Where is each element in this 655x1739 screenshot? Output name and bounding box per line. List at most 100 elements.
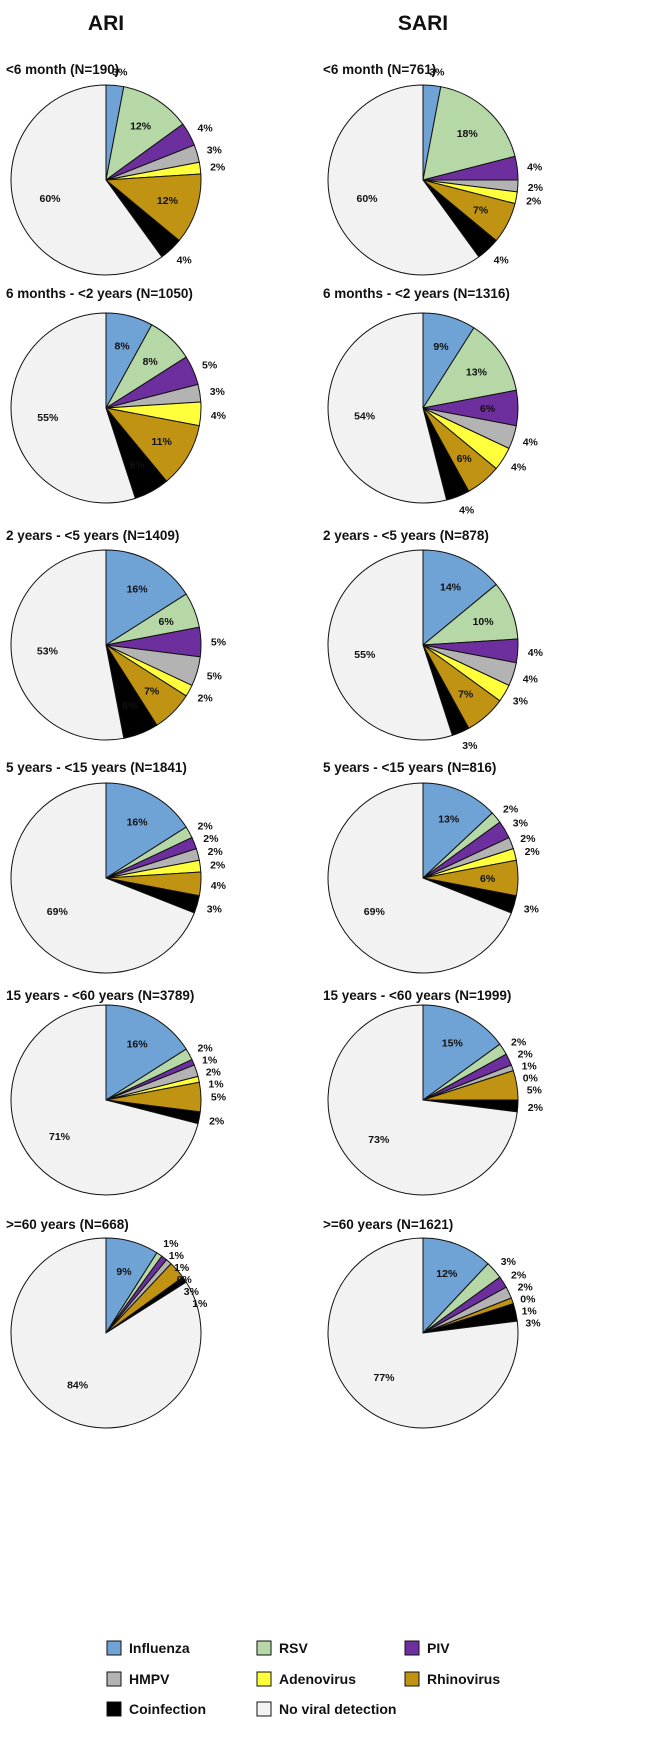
pct-label-influenza: 13% <box>438 814 460 826</box>
pct-label-adenovirus: 0% <box>523 1073 539 1085</box>
pct-label-piv: 6% <box>480 403 496 415</box>
chart-title: 2 years - <5 years (N=878) <box>323 528 489 543</box>
pct-label-no-viral-detection: 73% <box>368 1134 390 1146</box>
legend-swatch <box>106 1701 122 1717</box>
legend-swatch <box>404 1671 420 1687</box>
pie-slice-influenza <box>422 782 493 880</box>
pct-label-piv: 4% <box>527 161 543 173</box>
pct-label-rsv: 13% <box>466 367 488 379</box>
pie-sari-1: 6 months - <2 years (N=1316) 9% 13% 6% 4% 4% 6… <box>323 286 539 516</box>
pct-label-coinfection: 6% <box>130 460 146 472</box>
pie-slice-no-viral-detection <box>327 1004 518 1196</box>
pie-slice-influenza <box>422 549 497 647</box>
chart-title: >=60 years (N=1621) <box>323 1217 453 1232</box>
chart-title: 5 years - <15 years (N=1841) <box>6 760 187 775</box>
pct-label-hmpv: 2% <box>518 1282 534 1294</box>
pct-label-coinfection: 3% <box>207 903 223 915</box>
pct-label-rsv: 2% <box>198 1043 214 1055</box>
pct-label-no-viral-detection: 77% <box>373 1372 395 1384</box>
pie-ari-3: 5 years - <15 years (N=1841)16% 2%2%2%2%4… <box>6 760 227 974</box>
chart-title: >=60 years (N=668) <box>6 1217 129 1232</box>
pct-label-hmpv: 2% <box>208 846 224 858</box>
pie-slice-influenza <box>105 1004 187 1101</box>
pct-label-no-viral-detection: 54% <box>354 410 376 422</box>
pct-label-adenovirus: 4% <box>211 410 227 422</box>
pie-slice-rsv <box>105 86 184 182</box>
legend-label: Coinfection <box>129 1701 206 1717</box>
pct-label-coinfection: 1% <box>192 1298 208 1310</box>
pct-label-rsv: 8% <box>143 356 159 368</box>
legend-item-hmpv: HMPV <box>106 1671 170 1687</box>
pct-label-influenza: 16% <box>127 1038 149 1050</box>
pct-label-hmpv: 4% <box>523 437 539 449</box>
pct-label-hmpv: 1% <box>174 1262 190 1274</box>
chart-title: <6 month (N=190) <box>6 62 119 77</box>
legend-item-no-viral-detection: No viral detection <box>256 1701 396 1717</box>
pie-slice-no-viral-detection <box>10 1004 199 1196</box>
pct-label-rhinovirus: 3% <box>184 1286 200 1298</box>
pct-label-rhinovirus: 7% <box>144 686 160 698</box>
pct-label-no-viral-detection: 55% <box>37 412 59 424</box>
pct-label-rsv: 18% <box>457 128 479 140</box>
pie-sari-3: 5 years - <15 years (N=816)13%2%3%2%2%6%… <box>323 760 541 974</box>
pct-label-piv: 4% <box>528 647 544 659</box>
pct-label-no-viral-detection: 60% <box>39 193 61 205</box>
pct-label-piv: 2% <box>511 1270 527 1282</box>
pct-label-rhinovirus: 4% <box>211 880 227 892</box>
pct-label-rsv: 2% <box>503 804 519 816</box>
pie-slice-no-viral-detection <box>10 84 163 276</box>
pct-label-rsv: 2% <box>198 821 214 833</box>
pct-label-hmpv: 2% <box>520 833 536 845</box>
pct-label-influenza: 3% <box>112 67 128 79</box>
pct-label-rhinovirus: 5% <box>527 1085 543 1097</box>
pie-slice-no-viral-detection <box>327 549 453 741</box>
pct-label-coinfection: 3% <box>525 1318 541 1330</box>
pie-slice-rhinovirus <box>104 407 200 482</box>
legend-swatch <box>256 1701 272 1717</box>
pct-label-hmpv: 3% <box>207 145 223 157</box>
pct-label-adenovirus: 4% <box>511 461 527 473</box>
legend-item-piv: PIV <box>404 1640 450 1656</box>
legend-item-influenza: Influenza <box>106 1640 190 1656</box>
pie-slice-no-viral-detection <box>10 1237 202 1429</box>
legend-item-rsv: RSV <box>256 1640 308 1656</box>
pct-label-rhinovirus: 5% <box>211 1092 227 1104</box>
pct-label-influenza: 16% <box>127 816 149 828</box>
pct-label-rsv: 10% <box>473 616 495 628</box>
pct-label-coinfection: 4% <box>494 255 510 267</box>
pct-label-rsv: 2% <box>511 1037 527 1049</box>
pie-ari-1: 6 months - <2 years (N=1050) 8% 8% 5% 3% 4% 11… <box>6 286 227 504</box>
pct-label-no-viral-detection: 55% <box>354 649 376 661</box>
legend-swatch <box>256 1671 272 1687</box>
pct-label-rsv: 1% <box>163 1238 179 1250</box>
pct-label-rsv: 12% <box>130 121 152 133</box>
pie-sari-4: 15 years - <60 years (N=1999)15% 2%2%1%0%… <box>323 988 544 1196</box>
pct-label-piv: 1% <box>202 1055 218 1067</box>
chart-title: 2 years - <5 years (N=1409) <box>6 528 179 543</box>
pct-label-piv: 1% <box>169 1250 185 1262</box>
legend-label: PIV <box>427 1640 450 1656</box>
pie-slice-no-viral-detection <box>327 312 448 504</box>
pct-label-adenovirus: 2% <box>525 846 541 858</box>
pct-label-no-viral-detection: 60% <box>356 193 378 205</box>
legend-item-adenovirus: Adenovirus <box>256 1671 356 1687</box>
chart-title: 15 years - <60 years (N=3789) <box>6 988 194 1003</box>
pct-label-no-viral-detection: 71% <box>49 1131 71 1143</box>
pct-label-rhinovirus: 6% <box>480 873 496 885</box>
pct-label-influenza: 16% <box>127 583 149 595</box>
column-header-sari: SARI <box>398 12 448 35</box>
legend-label: Adenovirus <box>279 1671 356 1687</box>
pie-ari-2: 2 years - <5 years (N=1409) 16% 6% 5% 5% 2% 7%… <box>6 528 227 741</box>
pct-label-coinfection: 4% <box>459 504 475 516</box>
pct-label-coinfection: 3% <box>462 740 478 752</box>
pie-slice-rsv <box>422 86 516 181</box>
legend-label: No viral detection <box>279 1701 396 1717</box>
pct-label-influenza: 9% <box>433 341 449 353</box>
pct-label-adenovirus: 0% <box>177 1274 193 1286</box>
pie-slice-no-viral-detection <box>10 782 195 974</box>
pct-label-adenovirus: 2% <box>526 195 542 207</box>
pct-label-piv: 3% <box>513 818 529 830</box>
pct-label-influenza: 15% <box>442 1037 464 1049</box>
legend-swatch <box>106 1671 122 1687</box>
